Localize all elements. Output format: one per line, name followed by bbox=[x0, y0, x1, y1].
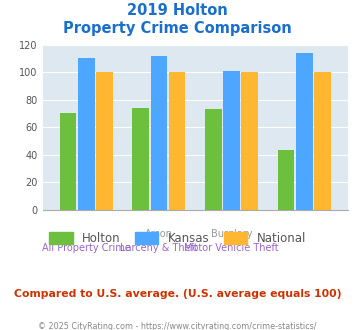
Bar bbox=[223, 71, 240, 210]
Bar bbox=[278, 150, 294, 210]
Text: Burglary: Burglary bbox=[211, 229, 252, 239]
Bar bbox=[205, 109, 222, 210]
Text: Property Crime Comparison: Property Crime Comparison bbox=[63, 21, 292, 36]
Text: Larceny & Theft: Larceny & Theft bbox=[120, 243, 198, 253]
Bar bbox=[151, 55, 167, 210]
Bar bbox=[96, 72, 113, 210]
Text: 2019 Holton: 2019 Holton bbox=[127, 3, 228, 18]
Bar bbox=[296, 53, 313, 210]
Legend: Holton, Kansas, National: Holton, Kansas, National bbox=[44, 227, 311, 250]
Bar bbox=[60, 113, 76, 210]
Bar bbox=[169, 72, 185, 210]
Bar bbox=[241, 72, 258, 210]
Bar bbox=[78, 58, 94, 210]
Bar bbox=[314, 72, 331, 210]
Text: All Property Crime: All Property Crime bbox=[42, 243, 131, 253]
Text: © 2025 CityRating.com - https://www.cityrating.com/crime-statistics/: © 2025 CityRating.com - https://www.city… bbox=[38, 322, 317, 330]
Text: Arson: Arson bbox=[145, 229, 173, 239]
Bar bbox=[132, 108, 149, 210]
Text: Compared to U.S. average. (U.S. average equals 100): Compared to U.S. average. (U.S. average … bbox=[14, 289, 341, 299]
Text: Motor Vehicle Theft: Motor Vehicle Theft bbox=[184, 243, 279, 253]
